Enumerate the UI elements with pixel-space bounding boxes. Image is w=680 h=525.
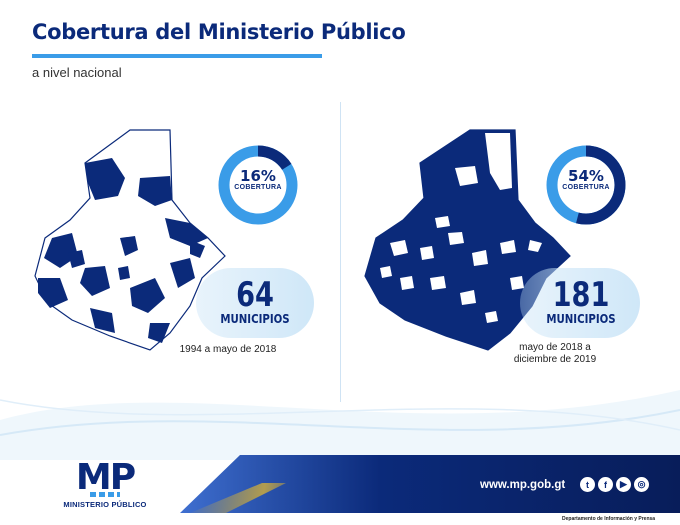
website-link[interactable]: www.mp.gob.gt — [480, 479, 566, 491]
coverage-donut-2019 — [546, 145, 626, 225]
coverage-percent: 54% — [568, 167, 604, 185]
twitter-icon[interactable]: t — [580, 477, 595, 492]
header: Cobertura del Ministerio Público a nivel… — [32, 20, 406, 80]
title-underline — [32, 54, 322, 58]
instagram-icon[interactable]: ◎ — [634, 477, 649, 492]
period-line-2: diciembre de 2019 — [513, 354, 597, 365]
count-number: 64 — [236, 275, 274, 315]
page-title: Cobertura del Ministerio Público — [32, 20, 406, 44]
count-pill-2019 — [520, 268, 640, 338]
municipality-count-2019: 181 MUNICIPIOS — [526, 278, 636, 326]
logo-letters: MP — [75, 457, 136, 498]
logo-bar-icon — [90, 492, 120, 497]
youtube-icon[interactable]: ▶ — [616, 477, 631, 492]
department-label: Departamento de Información y Prensa — [562, 516, 656, 522]
period-line-1: mayo de 2018 a — [519, 342, 591, 353]
count-label: MUNICIPIOS — [546, 312, 616, 326]
count-label: MUNICIPIOS — [220, 312, 290, 326]
coverage-label: COBERTURA — [562, 184, 610, 191]
period-2018: 1994 a mayo de 2018 — [179, 344, 277, 355]
coverage-donut-label-2019: 54% COBERTURA — [544, 143, 628, 227]
guatemala-map-2018 — [34, 129, 226, 351]
coverage-label: COBERTURA — [234, 184, 282, 191]
guatemala-map-2019 — [364, 129, 571, 351]
footer: MP MINISTERIO PÚBLICO www.mp.gob.gt t f … — [0, 455, 680, 525]
page-subtitle: a nivel nacional — [32, 65, 122, 80]
municipality-count-2018: 64 MUNICIPIOS — [200, 278, 310, 326]
count-pill-2018 — [196, 268, 314, 338]
coverage-donut-label-2018: 16% COBERTURA — [216, 143, 300, 227]
coverage-donut-2018 — [218, 145, 298, 225]
mp-logo[interactable]: MP MINISTERIO PÚBLICO — [60, 457, 150, 510]
background-waves — [0, 390, 680, 460]
period-2019: mayo de 2018 a diciembre de 2019 — [500, 342, 610, 366]
count-number: 181 — [552, 275, 610, 315]
panel-divider — [340, 102, 341, 402]
social-icons: t f ▶ ◎ — [580, 477, 649, 492]
coverage-percent: 16% — [240, 167, 276, 185]
facebook-icon[interactable]: f — [598, 477, 613, 492]
logo-subtitle: MINISTERIO PÚBLICO — [63, 500, 147, 509]
